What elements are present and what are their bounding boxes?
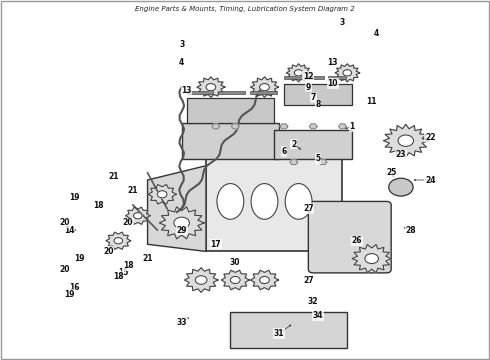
Text: 8: 8 [316,100,321,109]
Text: 1: 1 [349,122,355,131]
Text: 5: 5 [316,154,320,163]
Text: 4: 4 [374,29,379,38]
Text: 24: 24 [425,176,436,185]
Text: 13: 13 [181,86,192,95]
Polygon shape [250,270,278,290]
Ellipse shape [285,184,312,219]
Bar [284,76,302,78]
Text: 18: 18 [94,201,104,210]
Text: 13: 13 [327,58,338,67]
Text: 16: 16 [69,283,80,292]
Text: 14: 14 [64,225,75,234]
Text: 33: 33 [176,318,187,327]
Bar [187,91,213,94]
Text: 27: 27 [303,275,314,284]
Circle shape [260,84,270,91]
Text: 20: 20 [59,219,70,228]
Text: 11: 11 [367,97,377,106]
Text: 18: 18 [113,272,123,281]
Bar [230,312,347,348]
Polygon shape [159,207,204,239]
Circle shape [343,70,352,76]
Text: 20: 20 [123,219,133,228]
Text: 21: 21 [142,254,153,263]
Polygon shape [383,124,428,157]
Bar [306,76,324,78]
Circle shape [114,238,122,244]
Text: 27: 27 [303,204,314,213]
Text: 17: 17 [210,240,221,249]
Text: 4: 4 [179,58,184,67]
Circle shape [196,276,207,284]
Polygon shape [212,124,220,129]
Polygon shape [197,77,225,98]
Circle shape [157,191,167,198]
Bar [284,84,352,105]
Polygon shape [125,207,150,224]
Circle shape [365,253,378,264]
Text: 10: 10 [327,79,338,88]
Circle shape [398,135,414,147]
Ellipse shape [251,184,278,219]
Bar [187,98,274,123]
Polygon shape [319,160,327,165]
Text: 3: 3 [340,18,345,27]
Ellipse shape [217,184,244,219]
Bar [206,152,343,251]
Bar [274,130,352,158]
Text: 7: 7 [311,93,316,102]
Text: 19: 19 [64,290,75,299]
Text: 20: 20 [103,247,114,256]
Polygon shape [335,64,360,82]
Polygon shape [290,160,297,165]
Text: 18: 18 [123,261,133,270]
Circle shape [389,178,413,196]
Text: 31: 31 [274,329,284,338]
Text: 28: 28 [405,225,416,234]
Text: 30: 30 [230,258,241,267]
Text: 12: 12 [303,72,314,81]
Text: 19: 19 [69,193,80,202]
Polygon shape [148,185,176,204]
Bar [328,76,346,78]
Text: 34: 34 [313,311,323,320]
Text: 25: 25 [386,168,396,177]
Bar [218,91,245,94]
Text: 29: 29 [176,225,187,234]
Polygon shape [309,124,317,129]
Bar [182,123,279,158]
Polygon shape [250,77,278,98]
Text: Engine Parts & Mounts, Timing, Lubrication System Diagram 2: Engine Parts & Mounts, Timing, Lubricati… [135,5,355,12]
Circle shape [230,276,240,284]
Text: 15: 15 [118,268,128,277]
Circle shape [260,276,270,284]
Polygon shape [221,270,249,290]
Circle shape [206,84,216,91]
Polygon shape [106,232,131,249]
Text: 26: 26 [352,236,362,245]
Text: 32: 32 [308,297,319,306]
Text: 19: 19 [74,254,85,263]
Text: 21: 21 [128,186,138,195]
Circle shape [294,70,303,76]
Polygon shape [339,124,346,129]
Bar [250,91,277,94]
Text: 22: 22 [425,132,436,141]
Polygon shape [280,124,288,129]
Polygon shape [231,124,239,129]
Polygon shape [184,268,218,292]
Text: 3: 3 [179,40,184,49]
Text: 23: 23 [395,150,406,159]
Polygon shape [286,64,311,82]
Polygon shape [147,166,206,251]
Polygon shape [352,244,392,273]
Text: 6: 6 [281,147,287,156]
Circle shape [133,212,142,219]
Circle shape [174,217,190,229]
Text: 20: 20 [59,265,70,274]
Text: 2: 2 [291,140,296,149]
Text: 21: 21 [108,172,119,181]
Text: 9: 9 [306,83,311,92]
FancyBboxPatch shape [308,202,391,273]
